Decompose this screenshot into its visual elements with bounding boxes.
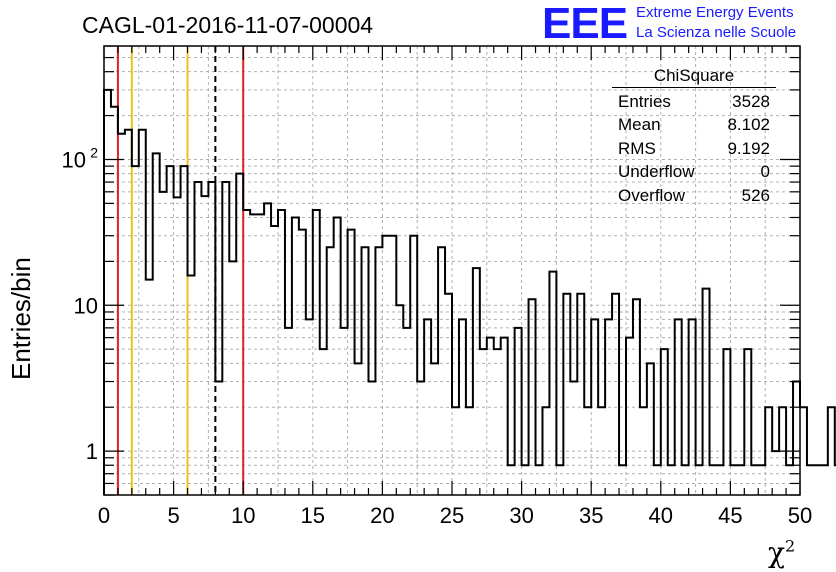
x-tick-label: 0 (98, 503, 110, 528)
x-tick-label: 5 (167, 503, 179, 528)
eee-logo: EEE (542, 0, 628, 48)
x-tick-label: 25 (440, 503, 464, 528)
x-tick-label: 20 (370, 503, 394, 528)
chart-title: CAGL-01-2016-11-07-00004 (82, 12, 374, 38)
logo-line-2: La Scienza nelle Scuole (636, 24, 797, 41)
x-tick-label: 15 (301, 503, 325, 528)
y-tick-label-sup: 2 (90, 144, 98, 160)
stats-row-mean: Mean 8.102 (612, 113, 776, 136)
stats-name: ChiSquare (612, 66, 776, 88)
x-tick-label: 50 (788, 503, 812, 528)
stats-label: RMS (618, 138, 656, 158)
stats-value: 526 (741, 185, 770, 205)
stats-label: Overflow (618, 185, 686, 205)
x-axis-label: χ2 (768, 536, 795, 569)
stats-value: 3528 (732, 92, 770, 111)
y-axis-label: Entries/bin (6, 257, 36, 380)
x-tick-label: 35 (579, 503, 603, 528)
stats-label: Entries (618, 92, 671, 111)
stats-value: 8.102 (727, 115, 770, 135)
y-tick-label: 1 (86, 439, 98, 464)
y-tick-label: 10 (74, 293, 98, 318)
stats-row-overflow: Overflow 526 (612, 184, 776, 207)
stats-row-rms: RMS 9.192 (612, 137, 776, 160)
stats-value: 9.192 (727, 138, 770, 158)
stats-value: 0 (760, 162, 770, 182)
stats-label: Mean (618, 115, 661, 135)
x-tick-label: 40 (649, 503, 673, 528)
stats-label: Underflow (618, 162, 695, 182)
histogram-series (103, 88, 836, 495)
x-tick-label: 10 (231, 503, 255, 528)
logo-line-1: Extreme Energy Events (636, 4, 794, 21)
x-tick-label: 30 (509, 503, 533, 528)
x-axis-label-sup: 2 (784, 536, 796, 556)
stats-box: ChiSquare Entries 3528 Mean 8.102 RMS 9.192… (612, 66, 776, 207)
stats-row-entries: Entries 3528 (612, 90, 776, 113)
x-axis-label-base: χ (768, 536, 785, 569)
stats-row-underflow: Underflow 0 (612, 160, 776, 183)
x-tick-label: 45 (718, 503, 742, 528)
y-tick-label: 10 (62, 147, 86, 172)
